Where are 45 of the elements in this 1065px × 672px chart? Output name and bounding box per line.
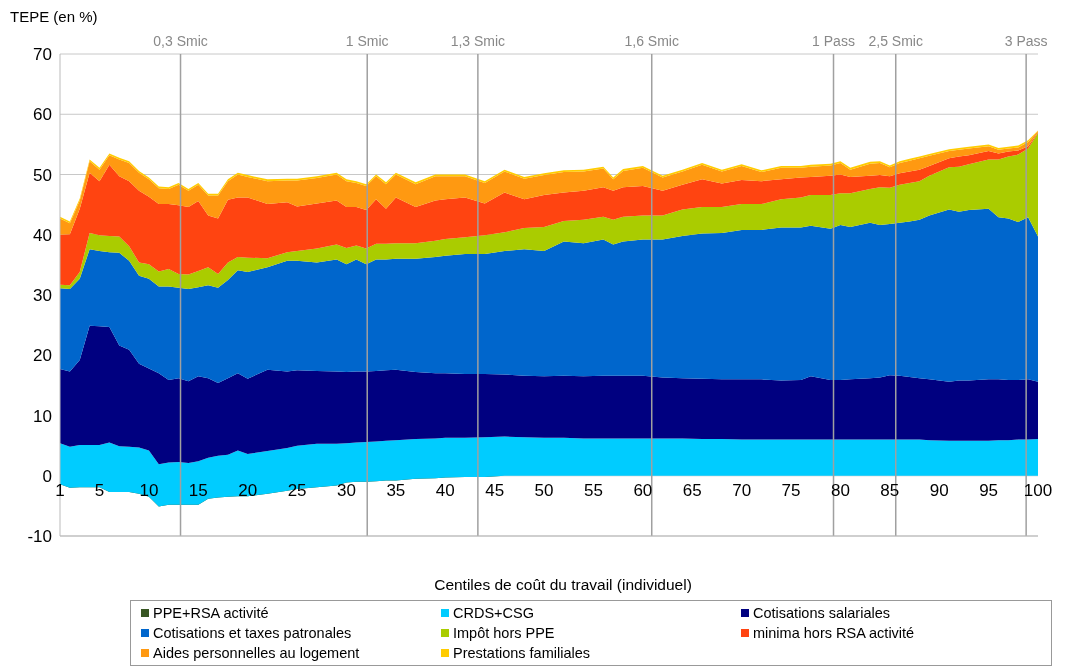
x-tick-label: 45 <box>485 480 505 500</box>
x-tick-label: 30 <box>337 480 356 500</box>
x-tick-label: 40 <box>435 480 455 500</box>
x-tick-label: 1 <box>55 480 65 500</box>
x-tick-label: 20 <box>238 480 258 500</box>
legend-label: Impôt hors PPE <box>453 625 555 641</box>
legend-label: Cotisations et taxes patronales <box>153 625 352 641</box>
y-tick-label: 0 <box>42 466 52 486</box>
ref-line-label: 0,3 Smic <box>153 32 208 49</box>
y-tick-label: 30 <box>33 286 52 306</box>
legend-label: PPE+RSA activité <box>153 605 269 621</box>
legend-label: Prestations familiales <box>453 645 590 661</box>
x-tick-label: 90 <box>929 480 949 500</box>
x-axis-title: Centiles de coût du travail (individuel) <box>433 576 693 594</box>
y-tick-label: 60 <box>33 105 52 125</box>
x-tick-label: 95 <box>979 480 999 500</box>
x-tick-label: 50 <box>534 480 554 500</box>
y-tick-label: 40 <box>33 225 52 245</box>
ref-line-label: 1 Pass <box>812 32 855 49</box>
x-tick-label: 100 <box>1023 480 1053 500</box>
legend-label: minima hors RSA activité <box>753 625 915 641</box>
x-tick-label: 70 <box>732 480 752 500</box>
ref-line-label: 3 Pass <box>1004 32 1048 49</box>
x-tick-label: 55 <box>583 480 603 500</box>
y-tick-label: 20 <box>33 346 52 366</box>
ref-line-label: 1,3 Smic <box>450 32 506 49</box>
ref-line-label: 1,6 Smic <box>624 32 679 49</box>
y-tick-label: 10 <box>33 406 52 426</box>
x-tick-label: 80 <box>830 480 850 500</box>
legend-label: Aides personnelles au logement <box>153 645 360 661</box>
y-tick-label: 50 <box>33 165 52 185</box>
x-tick-label: 15 <box>188 480 208 500</box>
legend-label: Cotisations salariales <box>753 605 891 621</box>
x-tick-label: 75 <box>781 480 801 500</box>
legend-label: CRDS+CSG <box>453 605 534 621</box>
x-tick-label: 60 <box>633 480 653 500</box>
y-axis-title: TEPE (en %) <box>10 8 99 26</box>
x-tick-label: 85 <box>880 480 900 500</box>
y-tick-label: 70 <box>33 45 52 65</box>
ref-line-label: 1 Smic <box>345 32 389 49</box>
y-tick-label: -10 <box>27 527 52 547</box>
ref-line-label: 2,5 Smic <box>868 32 923 49</box>
x-tick-label: 10 <box>139 480 159 500</box>
x-tick-label: 65 <box>682 480 702 500</box>
x-tick-label: 35 <box>386 480 406 500</box>
